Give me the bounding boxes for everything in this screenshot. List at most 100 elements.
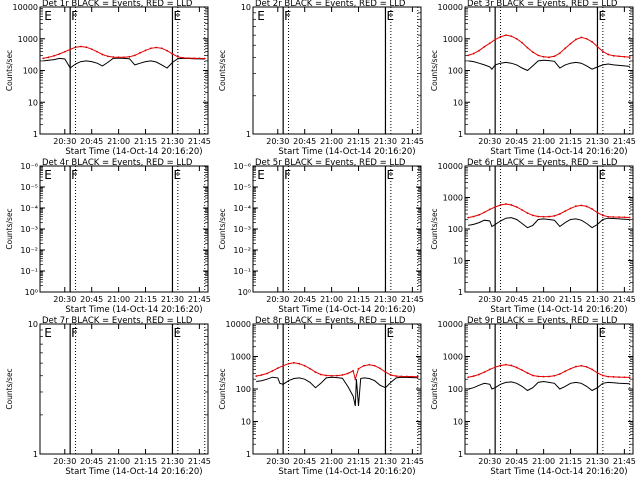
y-tick-label: 10 — [453, 418, 463, 427]
lld-point — [150, 47, 152, 50]
y-tick-label: 10⁻¹ — [233, 267, 251, 276]
y-tick-label: 10 — [28, 98, 38, 107]
lld-point — [309, 367, 311, 370]
lld-point — [499, 364, 502, 367]
lld-point — [623, 216, 626, 219]
lld-point — [193, 57, 195, 60]
x-tick-label: 21:30 — [586, 137, 609, 146]
lld-point — [537, 54, 540, 57]
lld-point — [601, 374, 604, 377]
y-tick-label: 10⁻⁶ — [20, 162, 38, 171]
lld-point — [467, 216, 470, 219]
x-tick-label: 21:45 — [188, 295, 211, 304]
lld-point — [499, 35, 502, 38]
lld-point — [607, 215, 610, 218]
y-tick-label: 10000 — [438, 3, 463, 12]
marker-e: E — [173, 168, 181, 182]
lld-point — [133, 54, 136, 57]
x-tick-label: 21:00 — [532, 457, 555, 466]
lld-point — [472, 52, 475, 55]
y-tick-label: 10 — [453, 98, 463, 107]
x-tick-label: 21:45 — [401, 295, 424, 304]
lld-point — [96, 50, 98, 53]
lld-point — [260, 374, 263, 376]
x-axis-label: Start Time (14-Oct-14 20:16:20) — [65, 467, 202, 477]
x-axis-label: Start Time (14-Oct-14 20:16:20) — [278, 305, 415, 315]
lld-point — [276, 367, 279, 369]
marker-e: E — [173, 326, 181, 340]
y-tick-label: 1000 — [18, 35, 38, 44]
x-tick-label: 21:15 — [347, 137, 370, 146]
x-tick-label: 21:15 — [134, 295, 157, 304]
lld-series-line — [468, 34, 630, 58]
x-tick-label: 21:45 — [188, 137, 211, 146]
lld-point — [139, 51, 142, 54]
y-tick-label: 10⁻⁴ — [233, 204, 251, 213]
panel-det-6r: Det 6r BLACK = Events, RED = LLD 1 10 100 10… — [430, 158, 636, 315]
x-tick-label: 21:15 — [559, 137, 582, 146]
x-tick-label: 20:45 — [80, 295, 103, 304]
y-tick-label: 1000 — [443, 353, 463, 362]
y-tick-label: 100 — [448, 225, 463, 234]
x-tick-label: 20:30 — [53, 295, 76, 304]
lld-point — [612, 54, 615, 57]
x-tick-label: 21:15 — [347, 295, 370, 304]
events-series-line — [468, 217, 630, 229]
lld-point — [628, 56, 631, 58]
lld-point — [531, 374, 534, 377]
y-tick-label: 1 — [458, 450, 463, 459]
lld-point — [601, 214, 604, 217]
x-axis-label: Start Time (14-Oct-14 20:16:20) — [278, 467, 415, 477]
lld-point — [69, 48, 72, 51]
lld-point — [564, 370, 567, 373]
x-tick-label: 20:45 — [293, 295, 316, 304]
lld-point — [585, 365, 588, 368]
lld-point — [117, 56, 120, 59]
y-tick-label: 1000 — [231, 353, 251, 362]
lld-point — [505, 34, 507, 37]
x-tick-label: 21:45 — [613, 457, 636, 466]
lld-point — [628, 216, 631, 219]
y-axis-label: Counts/sec — [5, 208, 14, 249]
x-tick-label: 20:30 — [478, 457, 501, 466]
y-tick-label: 10 — [28, 320, 38, 329]
x-tick-label: 21:15 — [134, 137, 157, 146]
lld-point — [176, 55, 179, 58]
lld-point — [542, 375, 545, 378]
lld-point — [531, 51, 534, 53]
lld-point — [494, 366, 497, 369]
lld-point — [182, 56, 185, 59]
lld-point — [319, 373, 322, 376]
panel-det-1r: Det 1r BLACK = Events, RED = LLD 1 10 100 10… — [5, 0, 211, 157]
x-tick-label: 21:30 — [374, 457, 397, 466]
lld-point — [287, 362, 290, 365]
lld-point — [74, 46, 77, 49]
marker-e: E — [173, 9, 181, 23]
lld-point — [85, 46, 88, 49]
lld-point — [575, 365, 577, 368]
lld-point — [618, 216, 620, 219]
lld-point — [494, 206, 497, 208]
panel-det-9r: Det 9r BLACK = Events, RED = LLD 1 10 100 10… — [430, 316, 636, 477]
y-axis-label: Counts/sec — [430, 50, 439, 91]
lld-point — [282, 364, 285, 367]
x-tick-label: 20:45 — [505, 457, 528, 466]
y-tick-label: 1 — [246, 450, 251, 459]
lld-point — [90, 48, 93, 51]
lld-point — [553, 55, 556, 58]
lld-point — [607, 53, 610, 56]
lld-point — [357, 367, 360, 370]
plot-frame — [464, 323, 634, 455]
lld-point — [123, 56, 125, 59]
lld-point — [575, 205, 577, 208]
lld-point — [488, 208, 491, 211]
lld-point — [564, 47, 567, 50]
y-tick-label: 10⁻⁴ — [20, 204, 38, 213]
lld-point — [607, 375, 610, 378]
y-axis-label: Counts/sec — [430, 368, 439, 409]
x-tick-label: 21:00 — [320, 457, 343, 466]
lld-point — [526, 212, 529, 214]
y-tick-label: 10000 — [438, 320, 463, 329]
lld-point — [266, 372, 268, 375]
